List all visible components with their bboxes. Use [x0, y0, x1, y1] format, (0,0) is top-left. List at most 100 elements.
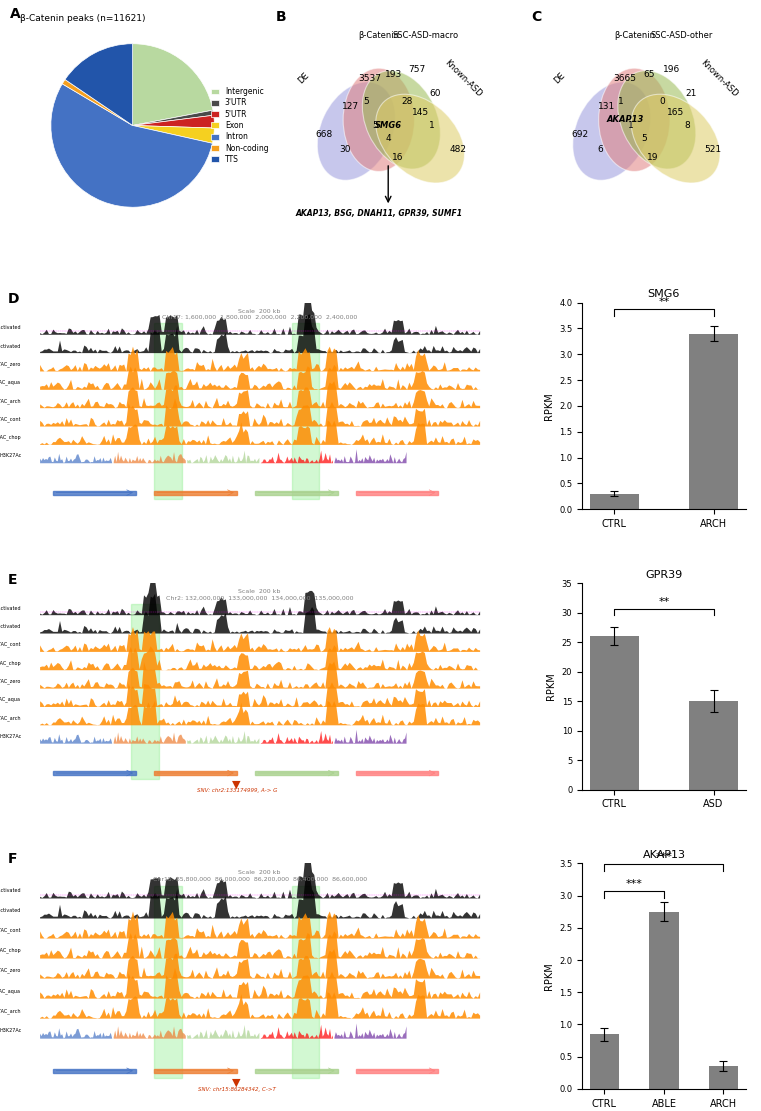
- Text: Scale  200 kb: Scale 200 kb: [238, 309, 281, 313]
- Text: ATAC_cont: ATAC_cont: [0, 928, 21, 933]
- Text: ▼: ▼: [232, 779, 241, 789]
- Ellipse shape: [362, 71, 441, 169]
- Y-axis label: RPKM: RPKM: [546, 672, 556, 700]
- Bar: [590, 637, 639, 790]
- Text: 165: 165: [667, 108, 684, 117]
- Text: β-Catenin_unactivated: β-Catenin_unactivated: [0, 324, 21, 330]
- Bar: [590, 1034, 619, 1089]
- Text: Chr2: 132,000,000  133,000,000  134,000,000  135,000,000: Chr2: 132,000,000 133,000,000 134,000,00…: [166, 595, 353, 600]
- Text: 3665: 3665: [613, 74, 636, 83]
- Bar: [255, 1069, 338, 1073]
- Wedge shape: [51, 83, 212, 208]
- Text: 5: 5: [372, 121, 378, 130]
- Wedge shape: [132, 116, 215, 128]
- Ellipse shape: [599, 68, 670, 171]
- Bar: [132, 603, 159, 779]
- Text: ATAC_zero: ATAC_zero: [0, 968, 21, 973]
- Bar: [53, 491, 136, 494]
- Text: A: A: [10, 7, 21, 21]
- Y-axis label: RPKM: RPKM: [543, 962, 553, 990]
- Text: 60: 60: [429, 89, 441, 98]
- Text: β-Catenin_activated: β-Catenin_activated: [0, 908, 21, 913]
- Text: Chr17: 1,600,000  1,800,000  2,000,000  2,200,000  2,400,000: Chr17: 1,600,000 1,800,000 2,000,000 2,2…: [162, 316, 357, 320]
- Text: 482: 482: [449, 146, 466, 154]
- Text: E: E: [8, 573, 17, 587]
- Text: B: B: [275, 10, 286, 23]
- Ellipse shape: [343, 68, 415, 171]
- Text: ATAC_aqua: ATAC_aqua: [0, 697, 21, 702]
- Text: 1: 1: [428, 121, 435, 130]
- Y-axis label: RPKM: RPKM: [543, 392, 553, 420]
- Text: Scale  200 kb: Scale 200 kb: [238, 870, 281, 875]
- Text: 65: 65: [644, 70, 655, 79]
- Text: β-Catenin_unactivated: β-Catenin_unactivated: [0, 605, 21, 611]
- Text: 28: 28: [401, 97, 412, 106]
- Text: **: **: [658, 298, 670, 308]
- Text: 30: 30: [339, 146, 351, 154]
- Bar: [53, 771, 136, 775]
- Bar: [689, 333, 738, 509]
- Text: DE: DE: [552, 71, 566, 86]
- Text: Chr15: 85,800,000  86,000,000  86,200,000  86,400,000  86,600,000: Chr15: 85,800,000 86,000,000 86,200,000 …: [152, 877, 367, 882]
- Wedge shape: [65, 43, 132, 126]
- Bar: [356, 1069, 438, 1073]
- Text: 692: 692: [572, 130, 588, 139]
- Bar: [708, 1067, 738, 1089]
- Text: SSC-ASD-other: SSC-ASD-other: [650, 31, 712, 40]
- Text: 0: 0: [660, 97, 665, 106]
- Title: GPR39: GPR39: [645, 570, 683, 580]
- Text: Known-ASD: Known-ASD: [443, 58, 484, 99]
- Text: 21: 21: [685, 89, 696, 98]
- Title: AKAP13: AKAP13: [642, 850, 686, 860]
- Text: 757: 757: [408, 64, 425, 73]
- Wedge shape: [132, 110, 214, 126]
- Text: 193: 193: [385, 70, 403, 79]
- Text: ATAC_aqua: ATAC_aqua: [0, 380, 21, 386]
- Legend: Intergenic, 3'UTR, 5'UTR, Exon, Intron, Non-coding, TTS: Intergenic, 3'UTR, 5'UTR, Exon, Intron, …: [208, 84, 272, 167]
- Bar: [689, 701, 738, 790]
- Text: ATAC_cont: ATAC_cont: [0, 642, 21, 648]
- Bar: [590, 493, 639, 509]
- Text: 4: 4: [385, 134, 391, 143]
- Text: 5: 5: [363, 97, 368, 106]
- Bar: [154, 771, 237, 775]
- Text: 521: 521: [705, 146, 721, 154]
- Text: ATAC_arch: ATAC_arch: [0, 715, 21, 721]
- Text: β-Catenin peaks (n=11621): β-Catenin peaks (n=11621): [21, 13, 145, 22]
- Text: ATAC_chop: ATAC_chop: [0, 948, 21, 953]
- Text: 131: 131: [597, 102, 615, 111]
- Text: ***: ***: [655, 851, 673, 861]
- Text: ATAC_chop: ATAC_chop: [0, 660, 21, 665]
- Bar: [255, 771, 338, 775]
- Bar: [154, 491, 237, 494]
- Ellipse shape: [631, 94, 720, 183]
- Text: D: D: [8, 292, 19, 307]
- Wedge shape: [132, 126, 215, 143]
- Text: F: F: [8, 852, 17, 867]
- Text: 196: 196: [664, 64, 680, 73]
- Bar: [649, 912, 679, 1089]
- Wedge shape: [132, 43, 213, 126]
- Bar: [255, 491, 338, 494]
- Text: DE: DE: [296, 71, 311, 86]
- Text: H3K27Ac: H3K27Ac: [0, 734, 21, 739]
- Text: ***: ***: [626, 879, 642, 889]
- Text: β-Catenin: β-Catenin: [358, 31, 400, 40]
- Text: ATAC_aqua: ATAC_aqua: [0, 988, 21, 993]
- Wedge shape: [62, 80, 132, 126]
- Text: Scale  200 kb: Scale 200 kb: [238, 589, 281, 594]
- Text: 127: 127: [342, 102, 359, 111]
- Title: SMG6: SMG6: [648, 289, 680, 299]
- Text: 145: 145: [412, 108, 428, 117]
- Bar: [291, 323, 319, 499]
- Text: H3K27Ac: H3K27Ac: [0, 453, 21, 459]
- Text: β-Catenin_activated: β-Catenin_activated: [0, 623, 21, 629]
- Text: AKAP13: AKAP13: [607, 116, 644, 124]
- Text: 1: 1: [618, 97, 624, 106]
- Text: 3537: 3537: [358, 74, 381, 83]
- Text: AKAP13, BSG, DNAH11, GPR39, SUMF1: AKAP13, BSG, DNAH11, GPR39, SUMF1: [295, 209, 463, 218]
- Text: SSC-ASD-macro: SSC-ASD-macro: [393, 31, 459, 40]
- Text: β-Catenin_unactivated: β-Catenin_unactivated: [0, 888, 21, 893]
- Bar: [154, 1069, 237, 1073]
- Text: 19: 19: [648, 153, 659, 162]
